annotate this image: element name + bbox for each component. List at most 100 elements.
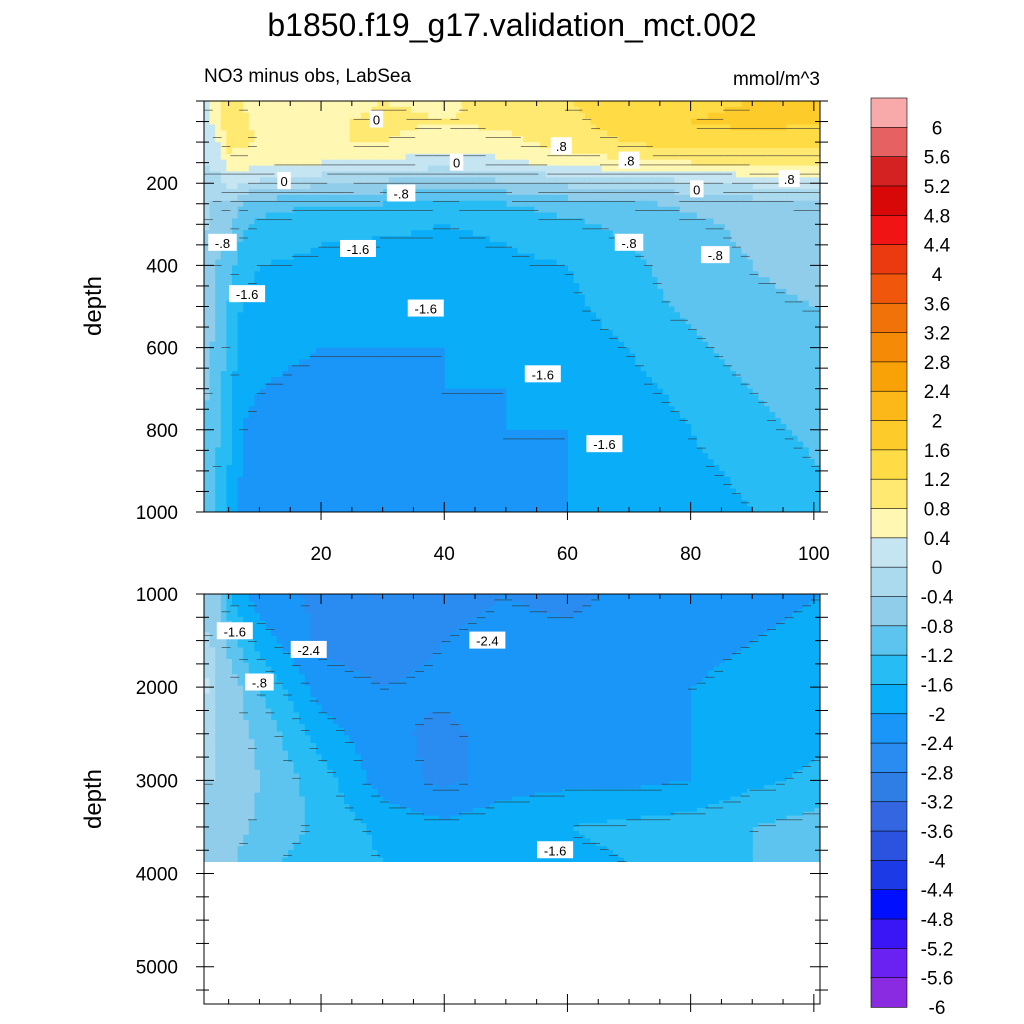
upper-contour-cell <box>792 241 799 249</box>
upper-contour-cell <box>573 165 580 173</box>
upper-contour-cell <box>764 324 771 331</box>
upper-contour-cell <box>372 259 379 266</box>
upper-contour-cell <box>377 288 384 296</box>
upper-contour-cell <box>422 112 429 120</box>
upper-contour-cell <box>730 283 737 290</box>
upper-contour-cell <box>590 147 597 155</box>
upper-contour-cell <box>489 271 496 278</box>
upper-contour-cell <box>310 112 317 120</box>
upper-contour-cell <box>584 118 591 126</box>
upper-contour-cell <box>657 118 664 126</box>
upper-contour-cell <box>411 359 418 366</box>
upper-contour-cell <box>663 165 670 173</box>
upper-contour-cell <box>360 318 367 325</box>
upper-contour-cell <box>248 194 255 202</box>
upper-contour-cell <box>730 265 737 272</box>
upper-contour-cell <box>562 112 569 120</box>
upper-contour-cell <box>372 329 379 337</box>
upper-contour-cell <box>366 112 373 120</box>
upper-contour-cell <box>478 283 485 290</box>
upper-contour-cell <box>288 318 295 325</box>
upper-contour-cell <box>500 329 507 337</box>
upper-contour-cell <box>540 147 547 155</box>
upper-contour-cell <box>422 277 429 284</box>
upper-contour-cell <box>769 277 776 284</box>
upper-contour-cell <box>237 329 244 337</box>
upper-contour-cell <box>220 171 227 178</box>
upper-contour-cell <box>304 300 311 308</box>
upper-contour-cell <box>405 329 412 337</box>
upper-contour-cell <box>780 112 787 120</box>
upper-contour-cell <box>657 324 664 331</box>
upper-contour-cell <box>461 247 468 255</box>
upper-contour-cell <box>702 283 709 290</box>
upper-contour-cell <box>584 271 591 278</box>
upper-contour-cell <box>797 236 804 243</box>
upper-contour-cell <box>624 142 631 149</box>
upper-contour-cell <box>400 335 407 343</box>
upper-contour-cell <box>456 259 463 266</box>
upper-contour-cell <box>657 306 664 313</box>
upper-contour-cell <box>808 318 815 325</box>
upper-contour-cell <box>696 306 703 313</box>
upper-contour-cell <box>618 101 625 108</box>
upper-contour-cell <box>786 206 793 214</box>
upper-contour-cell <box>545 247 552 255</box>
upper-contour-cell <box>243 130 250 137</box>
upper-contour-cell <box>708 300 715 308</box>
upper-contour-cell <box>596 177 603 184</box>
upper-contour-cell <box>349 177 356 184</box>
upper-contour-cell <box>792 230 799 237</box>
upper-contour-cell <box>310 212 317 220</box>
upper-contour-cell <box>226 230 233 237</box>
upper-contour-cell <box>372 230 379 237</box>
upper-contour-cell <box>568 347 575 355</box>
upper-contour-cell <box>708 288 715 296</box>
upper-contour-cell <box>685 253 692 261</box>
upper-contour-cell <box>708 136 715 143</box>
upper-contour-cell <box>237 147 244 155</box>
upper-contour-cell <box>405 230 412 237</box>
upper-contour-cell <box>456 324 463 331</box>
upper-contour-cell <box>444 136 451 143</box>
upper-contour-cell <box>472 165 479 173</box>
upper-contour-cell <box>383 253 390 261</box>
upper-contour-cell <box>500 159 507 167</box>
upper-contour-cell <box>545 159 552 167</box>
upper-contour-cell <box>528 271 535 278</box>
upper-contour-cell <box>786 236 793 243</box>
upper-contour-cell <box>433 347 440 355</box>
upper-contour-cell <box>304 365 311 372</box>
upper-contour-cell <box>556 183 563 190</box>
upper-contour-cell <box>601 247 608 255</box>
upper-contour-cell <box>562 153 569 161</box>
upper-contour-cell <box>708 112 715 120</box>
upper-contour-cell <box>400 283 407 290</box>
upper-contour-cell <box>237 306 244 313</box>
upper-contour-cell <box>316 300 323 308</box>
upper-contour-cell <box>719 130 726 137</box>
upper-contour-cell <box>579 277 586 284</box>
upper-contour-cell <box>349 335 356 343</box>
upper-contour-cell <box>271 177 278 184</box>
upper-contour-cell <box>797 277 804 284</box>
upper-contour-cell <box>248 147 255 155</box>
upper-contour-cell <box>478 200 485 208</box>
upper-contour-cell <box>360 124 367 131</box>
upper-contour-cell <box>444 318 451 325</box>
upper-contour-cell <box>702 353 709 360</box>
upper-contour-cell <box>797 130 804 137</box>
upper-contour-cell <box>556 153 563 161</box>
upper-contour-cell <box>668 147 675 155</box>
upper-contour-cell <box>646 206 653 214</box>
upper-contour-cell <box>808 159 815 167</box>
upper-contour-cell <box>629 312 636 319</box>
upper-contour-cell <box>282 147 289 155</box>
upper-contour-cell <box>271 118 278 126</box>
upper-contour-cell <box>394 288 401 296</box>
upper-contour-cell <box>344 124 351 131</box>
upper-contour-cell <box>607 212 614 220</box>
upper-contour-cell <box>652 318 659 325</box>
upper-contour-cell <box>349 130 356 137</box>
upper-contour-cell <box>674 177 681 184</box>
